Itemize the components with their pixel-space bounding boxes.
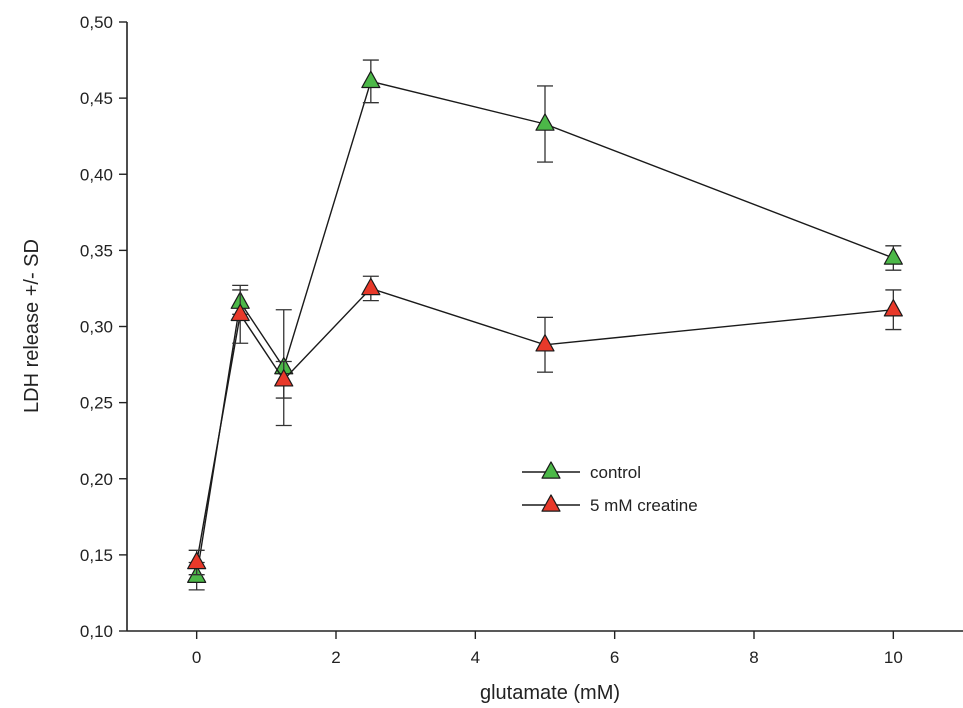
y-axis-title: LDH release +/- SD <box>21 239 43 413</box>
legend-marker <box>541 461 561 479</box>
y-tick-label: 0,20 <box>80 470 113 489</box>
y-tick-label: 0,45 <box>80 89 113 108</box>
data-point <box>361 277 381 296</box>
y-tick-label: 0,15 <box>80 546 113 565</box>
y-tick-label: 0,50 <box>80 13 113 32</box>
x-tick-label: 6 <box>610 648 619 667</box>
legend-label: control <box>590 463 641 482</box>
legend: control 5 mM creatine <box>522 461 698 515</box>
series-1 <box>187 275 903 576</box>
series-layer <box>187 59 903 591</box>
x-axis-title: glutamate (mM) <box>480 682 620 704</box>
x-tick-label: 2 <box>331 648 340 667</box>
data-point <box>883 247 903 265</box>
y-tick-label: 0,40 <box>80 165 113 184</box>
legend-entry: 5 mM creatine <box>522 494 698 515</box>
x-tick-label: 4 <box>471 648 480 667</box>
y-tick-label: 0,25 <box>80 394 113 413</box>
legend-marker <box>541 494 561 512</box>
x-tick-label: 10 <box>884 648 903 667</box>
x-tick-label: 0 <box>192 648 201 667</box>
data-point <box>187 551 207 570</box>
data-point <box>230 303 250 322</box>
legend-entry: control <box>522 461 641 482</box>
data-point <box>883 299 903 317</box>
data-point <box>274 369 294 387</box>
y-tick-label: 0,30 <box>80 318 113 337</box>
y-tick-label: 0,10 <box>80 622 113 641</box>
x-tick-label: 8 <box>749 648 758 667</box>
data-point <box>535 113 555 131</box>
series-line <box>195 80 894 577</box>
data-point <box>535 334 555 352</box>
series-line <box>195 287 894 563</box>
data-point <box>361 70 381 89</box>
axes: 0,10 0,15 0,20 0,25 0,30 0,35 0,40 0,45 0,50 0 2 4 6… <box>80 13 963 667</box>
legend-label: 5 mM creatine <box>590 496 698 515</box>
y-tick-label: 0,35 <box>80 241 113 260</box>
